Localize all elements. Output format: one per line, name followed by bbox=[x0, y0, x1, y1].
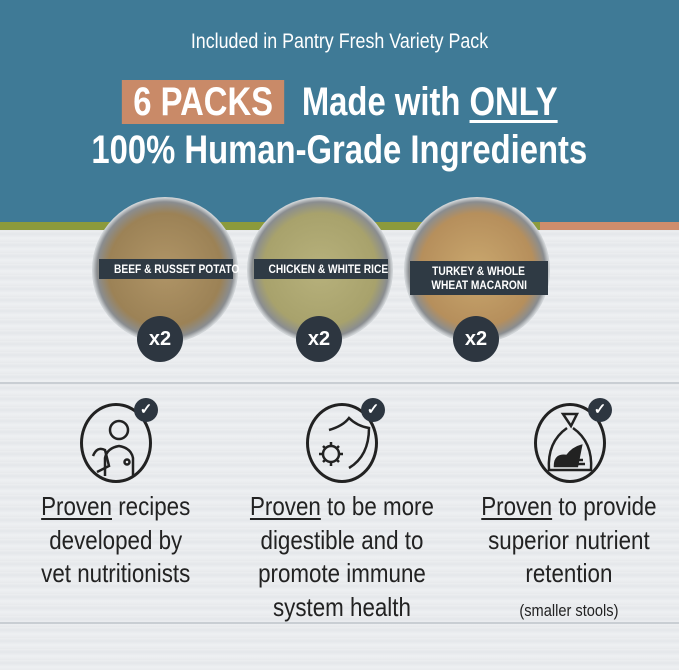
wood-plank-divider bbox=[0, 622, 679, 624]
header-banner bbox=[0, 0, 679, 222]
headline-line2: 100% Human-Grade Ingredients bbox=[91, 128, 588, 172]
tan-stripe bbox=[540, 222, 679, 230]
headline-text: Made with bbox=[301, 80, 461, 124]
vet-with-dog-icon bbox=[80, 403, 152, 483]
recipe-label: BEEF & RUSSET POTATO bbox=[99, 259, 239, 279]
subtitle: Included in Pantry Fresh Variety Pack bbox=[190, 30, 489, 53]
quantity-badge: x2 bbox=[296, 316, 342, 362]
quantity-badge: x2 bbox=[137, 316, 183, 362]
benefit-text: Proven to be more digestible and to promo… bbox=[250, 491, 434, 622]
wood-plank-divider bbox=[0, 382, 679, 384]
recipe-label: CHICKEN & WHITE RICE bbox=[254, 259, 388, 279]
checkmark-icon: ✓ bbox=[361, 398, 385, 422]
headline-emphasis: ONLY bbox=[469, 80, 558, 124]
waste-bag-icon bbox=[534, 403, 606, 483]
packs-badge: 6 PACKS bbox=[121, 80, 285, 124]
recipe-label: TURKEY & WHOLE WHEAT MACARONI bbox=[410, 261, 548, 295]
benefit-text: Proven to provide superior nutrient reten… bbox=[481, 491, 657, 620]
shield-virus-icon bbox=[306, 403, 378, 483]
benefit-text: Proven recipes developed by vet nutrition… bbox=[41, 491, 191, 588]
checkmark-icon: ✓ bbox=[588, 398, 612, 422]
quantity-badge: x2 bbox=[453, 316, 499, 362]
checkmark-icon: ✓ bbox=[134, 398, 158, 422]
headline: 6 PACKS Made with ONLY bbox=[0, 80, 679, 125]
